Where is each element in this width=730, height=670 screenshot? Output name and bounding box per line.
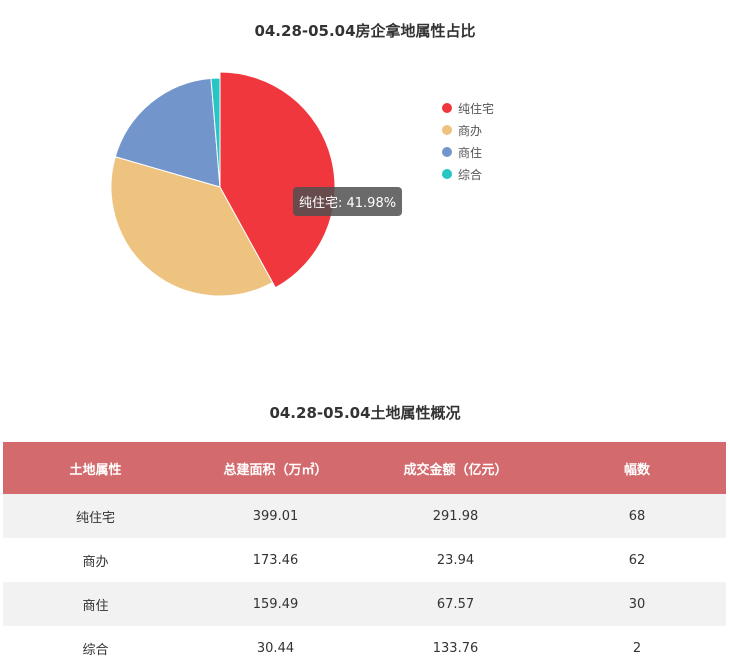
table-cell: 30 (548, 582, 726, 626)
table-cell: 159.49 (188, 582, 363, 626)
legend-marker (442, 147, 452, 157)
pie-slice-纯住宅[interactable] (219, 71, 336, 289)
table-cell: 30.44 (188, 626, 363, 670)
pie-slice-商办[interactable] (110, 156, 274, 297)
table-cell: 商办 (3, 538, 188, 582)
legend-item[interactable]: 商住 (442, 141, 494, 163)
table-row: 商办 173.46 23.94 62 (3, 538, 726, 582)
table-cell: 67.57 (363, 582, 548, 626)
legend-item[interactable]: 纯住宅 (442, 97, 494, 119)
table-cell: 综合 (3, 626, 188, 670)
table-title: 04.28-05.04土地属性概况 (269, 404, 461, 422)
column-header: 成交金额（亿元） (363, 442, 548, 494)
table-cell: 133.76 (363, 626, 548, 670)
legend-label: 商办 (458, 123, 483, 138)
table-cell: 291.98 (363, 494, 548, 538)
table-cell: 2 (548, 626, 726, 670)
pie-tooltip: 纯住宅: 41.98% (293, 187, 403, 216)
table-cell: 纯住宅 (3, 494, 188, 538)
table-row: 纯住宅 399.01 291.98 68 (3, 494, 726, 538)
column-header: 总建面积（万㎡） (188, 442, 363, 494)
legend-item[interactable]: 商办 (442, 119, 494, 141)
legend-label: 纯住宅 (458, 101, 495, 116)
pie-chart[interactable] (0, 50, 440, 350)
table-cell: 62 (548, 538, 726, 582)
column-header: 土地属性 (3, 442, 188, 494)
table-cell: 23.94 (363, 538, 548, 582)
table-row: 综合 30.44 133.76 2 (3, 626, 726, 670)
legend-label: 商住 (458, 145, 483, 160)
legend-marker (442, 125, 452, 135)
table-header-row: 土地属性 总建面积（万㎡） 成交金额（亿元） 幅数 (3, 442, 726, 494)
legend-marker (442, 169, 452, 179)
chart-title: 04.28-05.04房企拿地属性占比 (254, 22, 476, 40)
table-cell: 173.46 (188, 538, 363, 582)
table-cell: 商住 (3, 582, 188, 626)
table-cell: 68 (548, 494, 726, 538)
table-cell: 399.01 (188, 494, 363, 538)
table-row: 商住 159.49 67.57 30 (3, 582, 726, 626)
legend-marker (442, 103, 452, 113)
land-attribute-table: 土地属性 总建面积（万㎡） 成交金额（亿元） 幅数 纯住宅 399.01 291… (3, 442, 726, 670)
legend-label: 综合 (458, 167, 483, 182)
pie-slice-商住[interactable] (114, 77, 221, 188)
legend-item[interactable]: 综合 (442, 163, 494, 185)
column-header: 幅数 (548, 442, 726, 494)
chart-legend: 纯住宅 商办 商住 综合 (442, 97, 494, 185)
